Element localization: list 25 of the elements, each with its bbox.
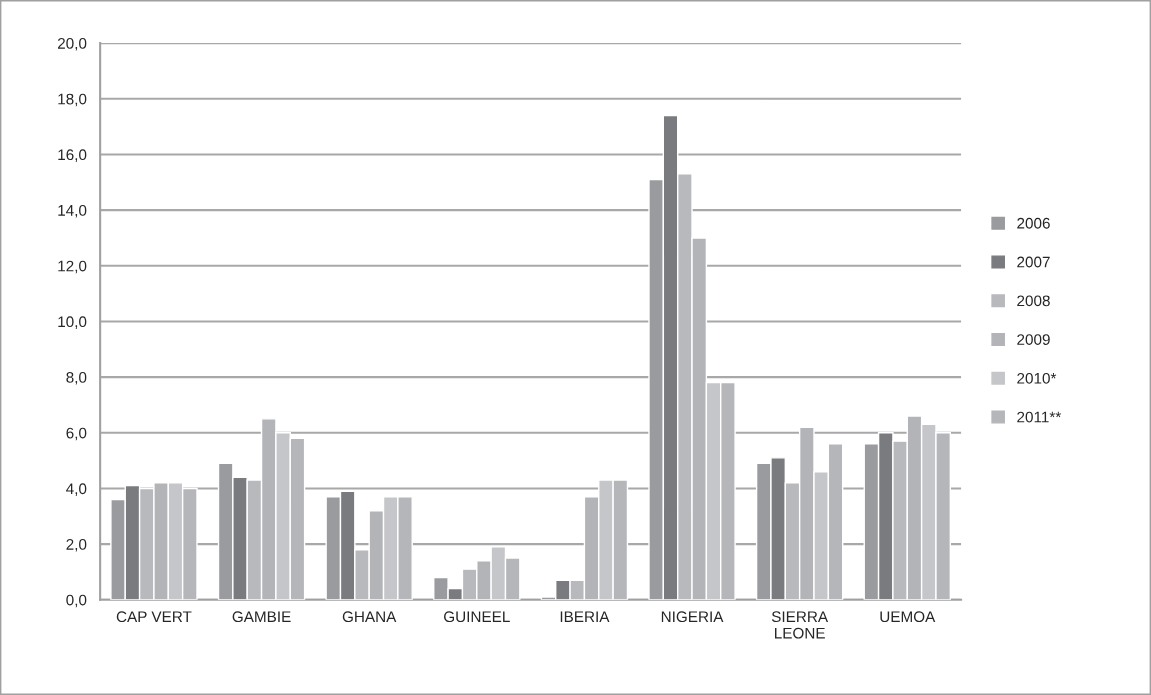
y-tick-label: 4,0	[66, 483, 87, 496]
y-tick-label: 12,0	[58, 260, 87, 274]
legend-label: 2011**	[1017, 411, 1062, 423]
x-tick-label: CAP VERT	[116, 611, 192, 623]
y-tick-label: 8,0	[66, 371, 87, 385]
y-tick-label: 14,0	[58, 204, 87, 218]
x-tick-label: GAMBIE	[232, 611, 291, 623]
y-tick-label: 6,0	[66, 427, 87, 441]
legend-label: 2008	[1017, 295, 1050, 307]
x-tick-label: IBERIA	[560, 611, 610, 622]
y-tick-label: 20,0	[57, 37, 87, 51]
legend-label: 2006	[1017, 217, 1050, 229]
x-tick-label: UEMOA	[880, 611, 936, 623]
legend-label: 2007	[1017, 256, 1050, 268]
x-tick-label: SIERRA LEONE	[771, 611, 829, 639]
x-tick-label: GUINEEL	[444, 611, 510, 623]
legend-label: 2010*	[1017, 372, 1057, 384]
y-tick-label: 16,0	[58, 149, 87, 162]
legend-label: 2009	[1017, 334, 1050, 345]
y-tick-label: 18,0	[58, 93, 87, 107]
y-tick-label: 0,0	[66, 594, 87, 608]
y-tick-label: 10,0	[58, 316, 87, 329]
y-tick-label: 2,0	[66, 538, 87, 552]
x-tick-label: GHANA	[342, 611, 397, 623]
x-tick-label: NIGERIA	[661, 611, 724, 623]
